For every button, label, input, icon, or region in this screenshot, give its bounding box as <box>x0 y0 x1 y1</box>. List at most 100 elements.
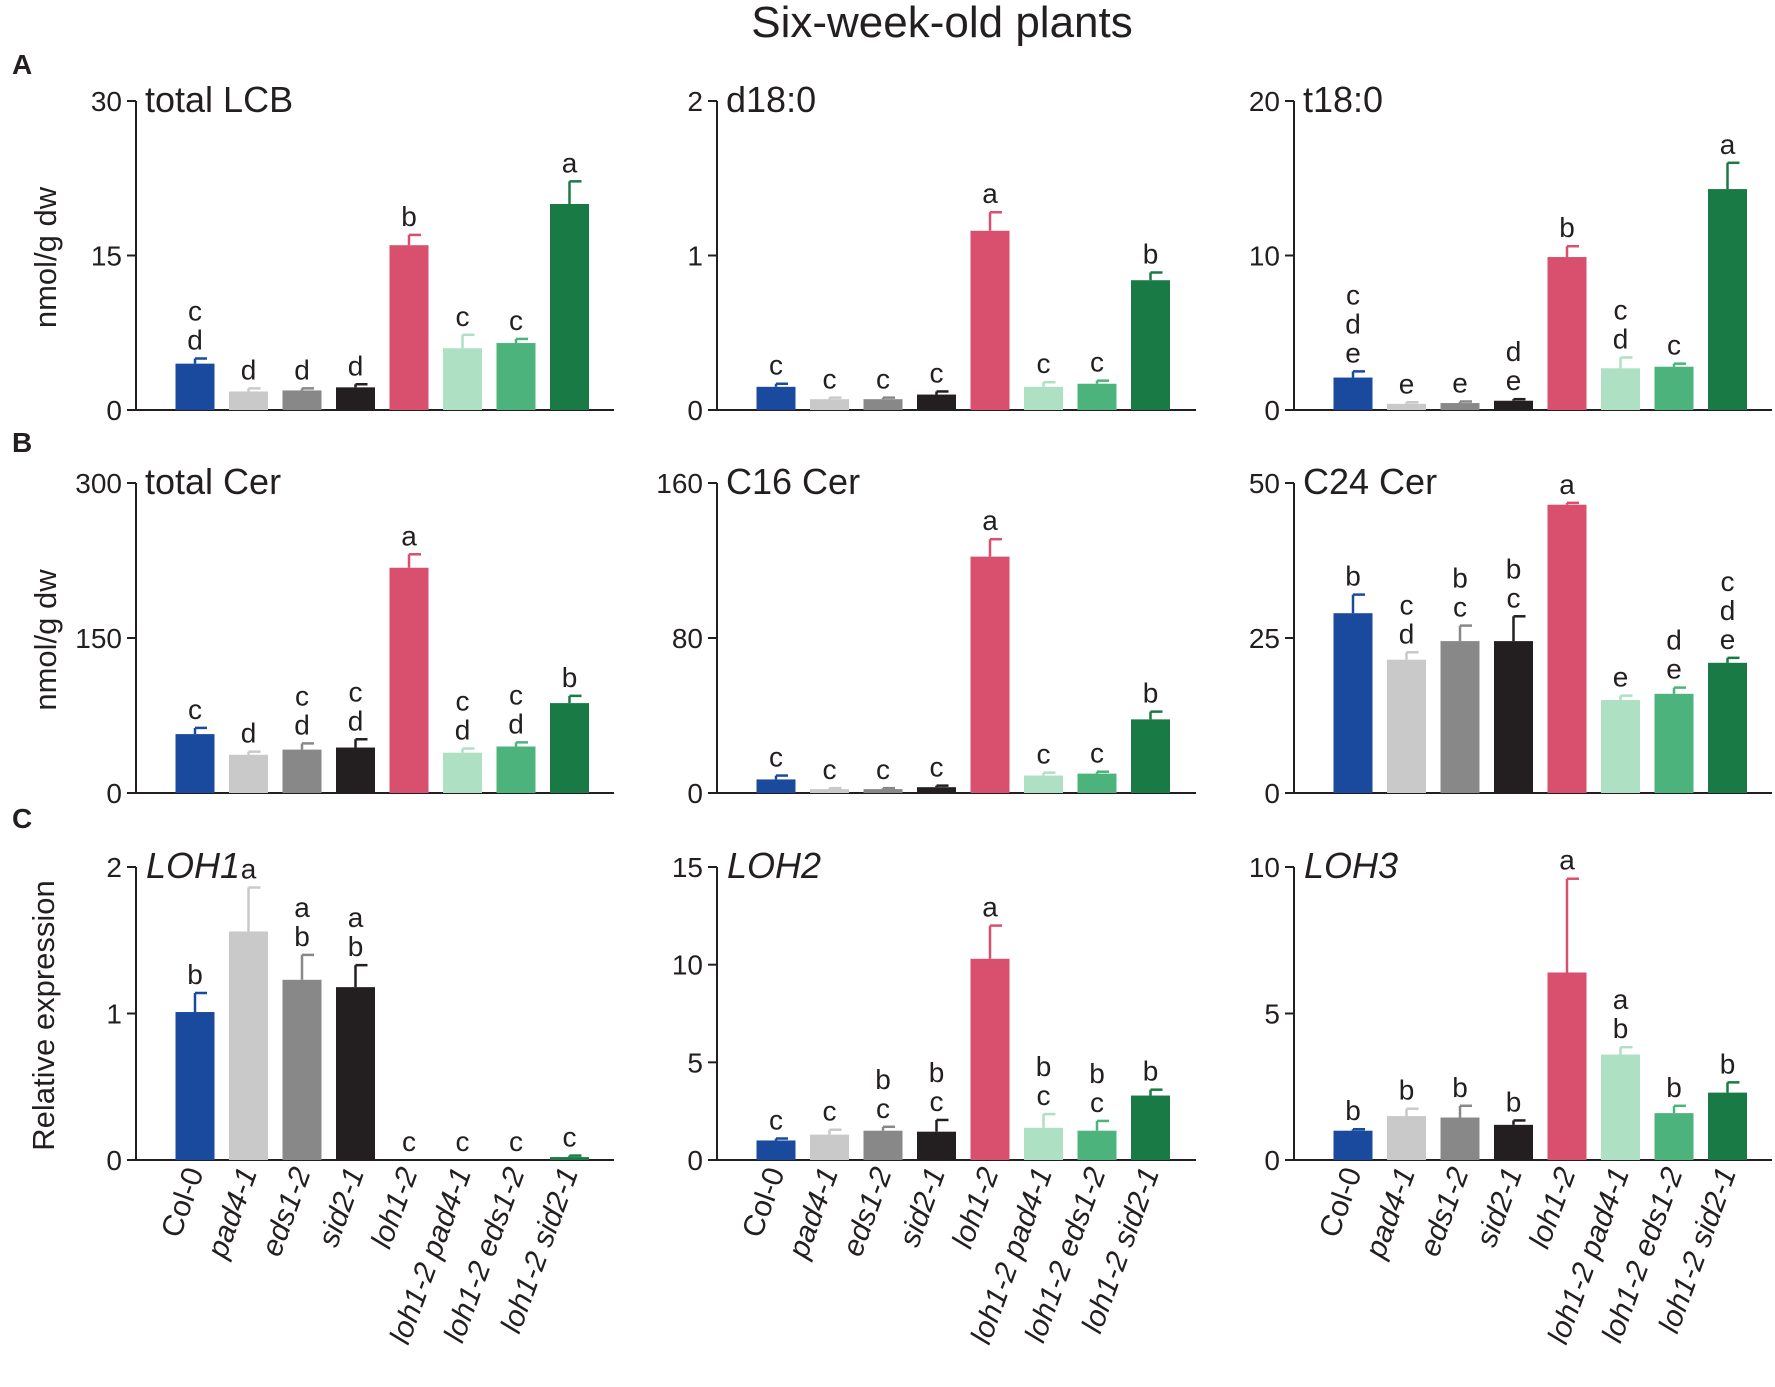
significance-letter: b <box>1506 1086 1522 1117</box>
bar <box>229 754 268 793</box>
y-tick-label: 160 <box>656 468 703 499</box>
significance-letter: c <box>876 754 890 785</box>
bar <box>175 734 215 793</box>
y-tick-label: 150 <box>75 623 122 654</box>
y-tick-label: 25 <box>1249 623 1280 654</box>
significance-letter: e <box>1452 368 1468 399</box>
bar <box>496 343 536 410</box>
significance-letter: d <box>348 350 364 381</box>
significance-letter: b <box>1089 1058 1105 1089</box>
x-category-label: loh1-2 <box>946 1163 1006 1253</box>
bar <box>229 931 268 1160</box>
x-category-label: eds1-2 <box>1413 1163 1475 1261</box>
bar <box>443 348 482 410</box>
x-category-label: loh1-2 <box>1523 1163 1583 1253</box>
significance-letter: a <box>294 892 310 923</box>
bar <box>1024 386 1063 410</box>
significance-letter: b <box>562 662 578 693</box>
y-tick-label: 1 <box>687 241 703 272</box>
significance-letter: c <box>823 1096 837 1127</box>
significance-letter: d <box>241 354 257 385</box>
significance-letter: c <box>1346 279 1360 310</box>
bar <box>1077 1130 1117 1160</box>
y-tick-label: 0 <box>687 1145 703 1176</box>
bar <box>810 1134 849 1160</box>
y-tick-label: 0 <box>106 1145 122 1176</box>
panel-title: LOH2 <box>727 845 821 886</box>
significance-letter: b <box>1666 1072 1682 1103</box>
significance-letter: c <box>1090 347 1104 378</box>
panel-title: LOH3 <box>1304 845 1398 886</box>
bar <box>443 752 482 793</box>
significance-letter: c <box>1614 294 1628 325</box>
y-tick-label: 15 <box>91 241 122 272</box>
panel-title: d18:0 <box>726 79 816 120</box>
y-tick-label: 20 <box>1249 86 1280 117</box>
x-category-label: eds1-2 <box>836 1163 898 1261</box>
significance-letter: b <box>1559 212 1575 243</box>
bar <box>756 1140 796 1160</box>
significance-letter: e <box>1506 365 1522 396</box>
bar <box>1547 257 1587 410</box>
bar <box>1131 1095 1170 1160</box>
significance-letter: b <box>1506 553 1522 584</box>
bar <box>1708 189 1747 410</box>
significance-letter: c <box>456 686 470 717</box>
significance-letter: a <box>1559 845 1575 876</box>
significance-letter: d <box>508 708 524 739</box>
bar <box>1333 377 1373 410</box>
significance-letter: c <box>456 1126 470 1157</box>
bar <box>1440 1117 1480 1160</box>
y-tick-label: 0 <box>687 395 703 426</box>
significance-letter: c <box>876 364 890 395</box>
significance-letter: b <box>1613 1013 1629 1044</box>
bar <box>970 958 1010 1160</box>
y-tick-label: 80 <box>672 623 703 654</box>
bar <box>1024 775 1063 793</box>
bar <box>1333 613 1373 793</box>
significance-letter: c <box>1721 566 1735 597</box>
significance-letter: c <box>769 742 783 773</box>
significance-letter: e <box>1720 624 1736 655</box>
bar <box>336 987 375 1160</box>
significance-letter: c <box>1453 592 1467 623</box>
y-axis-label: nmol/g dw <box>28 569 63 711</box>
bar <box>496 746 536 793</box>
bar <box>1387 659 1426 793</box>
bar <box>1131 719 1170 793</box>
significance-letter: b <box>1452 1072 1468 1103</box>
significance-letter: a <box>982 892 998 923</box>
bar <box>1547 972 1587 1160</box>
y-tick-label: 0 <box>1264 395 1280 426</box>
significance-letter: b <box>1143 238 1159 269</box>
bar <box>550 703 589 793</box>
bar <box>810 789 849 793</box>
significance-letter: d <box>1720 595 1736 626</box>
significance-letter: c <box>509 305 523 336</box>
bar <box>1654 693 1694 793</box>
significance-letter: c <box>295 680 309 711</box>
x-category-label: sid2-1 <box>1470 1163 1529 1251</box>
bar <box>1601 1054 1640 1160</box>
bar <box>1333 1130 1373 1160</box>
y-tick-label: 5 <box>687 1047 703 1078</box>
significance-letter: c <box>930 1086 944 1117</box>
significance-letter: c <box>1090 738 1104 769</box>
significance-letter: b <box>1720 1048 1736 1079</box>
bar <box>282 979 322 1160</box>
figure-title: Six-week-old plants <box>751 0 1133 47</box>
significance-letter: d <box>1613 323 1629 354</box>
bar <box>550 204 589 410</box>
bar <box>1494 1124 1533 1160</box>
bar <box>1440 403 1480 410</box>
significance-letter: e <box>1613 662 1629 693</box>
panel-title: C16 Cer <box>726 461 860 502</box>
bar <box>550 1157 589 1160</box>
significance-letter: e <box>1666 654 1682 685</box>
significance-letter: c <box>769 1105 783 1136</box>
bar <box>1654 1113 1694 1160</box>
significance-letter: c <box>823 754 837 785</box>
